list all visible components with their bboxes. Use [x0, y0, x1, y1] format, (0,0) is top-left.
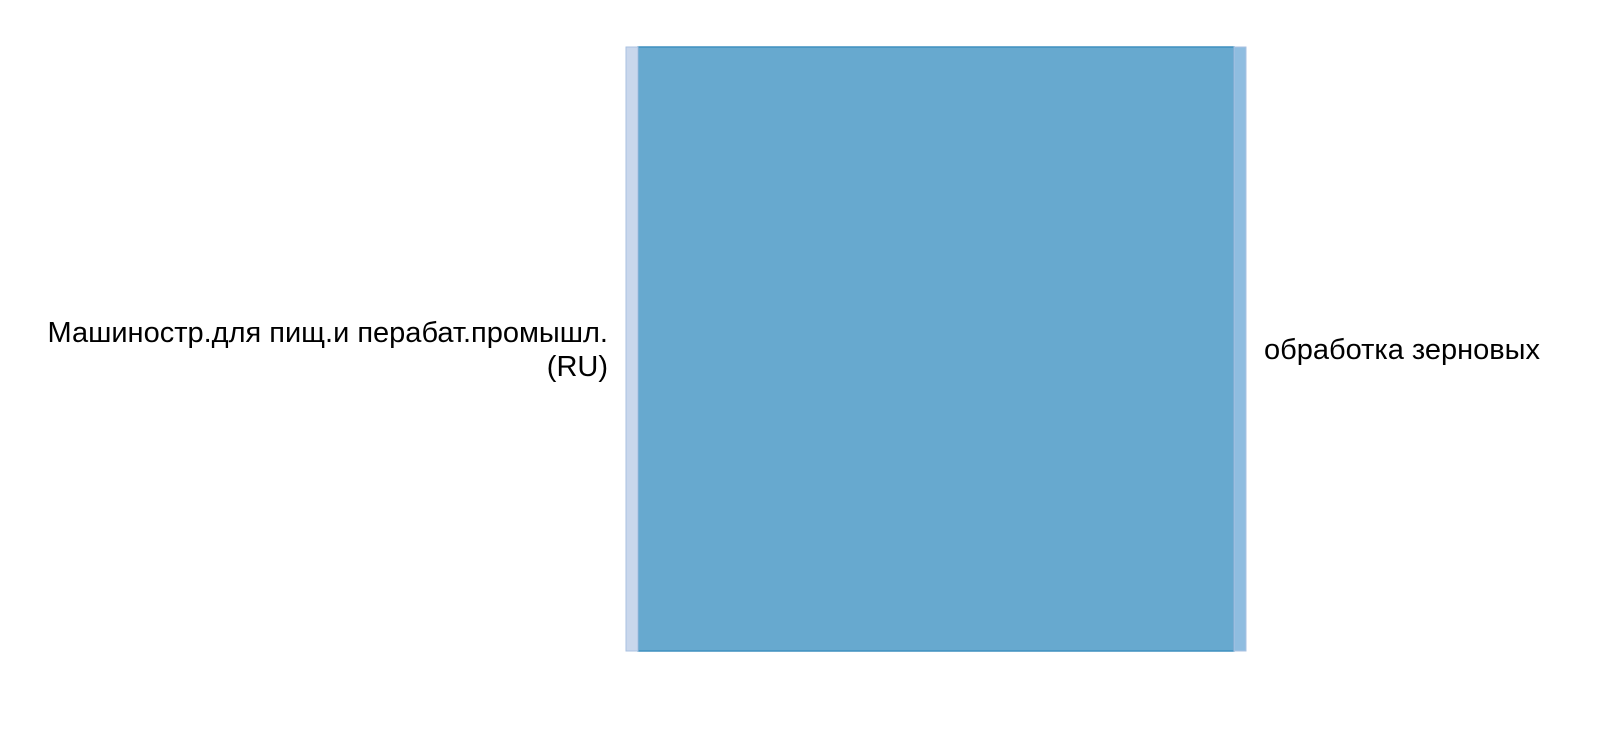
- source-node-label: Машиностр.для пищ.и перабат.промышл. (RU): [47, 317, 608, 383]
- target-node-label: обработка зерновых: [1264, 334, 1541, 366]
- target-node-label-line: обработка зерновых: [1264, 334, 1541, 366]
- links-layer: [637, 46, 1235, 652]
- source-node-label-line: Машиностр.для пищ.и перабат.промышл.: [47, 317, 608, 349]
- source-node-label-line: (RU): [547, 351, 608, 383]
- flow-link: [637, 46, 1235, 652]
- nodes-layer: [625, 46, 1247, 652]
- labels-layer: Машиностр.для пищ.и перабат.промышл. (RU)…: [47, 317, 1540, 383]
- target-node-bar: [1233, 46, 1247, 652]
- source-node-bar: [625, 46, 639, 652]
